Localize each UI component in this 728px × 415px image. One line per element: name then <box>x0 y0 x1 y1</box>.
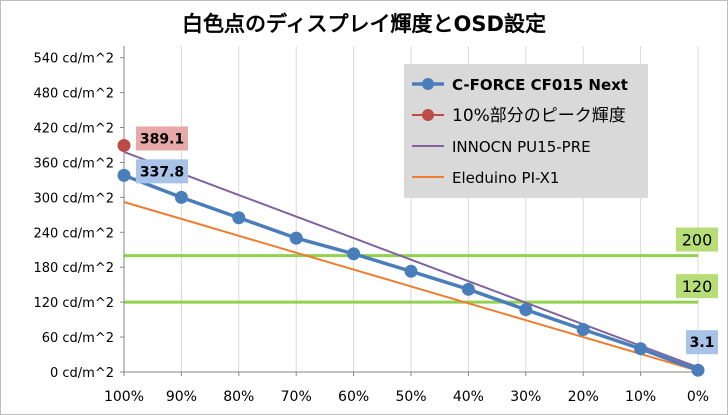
x-tick-label: 0% <box>687 389 709 405</box>
y-tick-label: 300 cd/m^2 <box>33 191 114 206</box>
series-line-2 <box>123 151 699 369</box>
x-tick-label: 70% <box>281 389 312 405</box>
data-label-box <box>136 126 188 151</box>
data-point <box>634 342 648 356</box>
y-tick-label: 420 cd/m^2 <box>33 122 114 137</box>
data-point <box>691 363 705 377</box>
data-label-box <box>136 159 188 184</box>
data-point <box>404 264 418 278</box>
y-tick-label: 540 cd/m^2 <box>33 52 114 67</box>
x-tick-label: 30% <box>510 389 541 405</box>
y-tick-label: 180 cd/m^2 <box>33 261 114 276</box>
y-tick-label: 240 cd/m^2 <box>33 226 114 241</box>
data-point <box>174 190 188 204</box>
x-tick-label: 10% <box>625 389 656 405</box>
data-label: 3.1 <box>690 335 715 351</box>
data-label-box <box>686 330 718 355</box>
x-tick-label: 60% <box>338 389 369 405</box>
data-point <box>117 168 131 182</box>
data-point <box>347 247 361 261</box>
data-point <box>289 231 303 245</box>
legend-label: Eleduino PI-X1 <box>452 169 559 187</box>
x-tick-label: 50% <box>395 389 426 405</box>
reference-label: 200 <box>682 231 713 250</box>
legend-label: C-FORCE CF015 Next <box>452 76 628 94</box>
chart-title: 白色点のディスプレイ輝度とOSD設定 <box>182 12 546 36</box>
y-tick-label: 120 cd/m^2 <box>33 296 114 311</box>
reference-label-box <box>676 274 718 299</box>
x-tick-label: 40% <box>453 389 484 405</box>
reference-label: 120 <box>682 277 713 296</box>
data-label: 337.8 <box>140 164 184 180</box>
x-tick-label: 80% <box>223 389 254 405</box>
x-tick-label: 90% <box>166 389 197 405</box>
y-tick-label: 0 cd/m^2 <box>50 366 114 381</box>
legend-swatch-marker <box>422 78 434 90</box>
data-point <box>519 303 533 317</box>
legend-box <box>404 64 648 198</box>
x-tick-label: 100% <box>104 389 144 405</box>
data-point <box>461 282 475 296</box>
y-tick-label: 60 cd/m^2 <box>42 331 114 346</box>
data-point <box>232 211 246 225</box>
data-point <box>117 138 131 152</box>
legend-label: INNOCN PU15-PRE <box>452 138 591 156</box>
legend-swatch-marker <box>422 109 434 121</box>
y-tick-label: 360 cd/m^2 <box>33 156 114 171</box>
x-tick-label: 20% <box>568 389 599 405</box>
data-label: 389.1 <box>140 131 184 147</box>
series-line-3 <box>123 201 699 372</box>
legend-label: 10%部分のピーク輝度 <box>452 106 626 126</box>
reference-label-box <box>676 227 718 252</box>
y-tick-label: 480 cd/m^2 <box>33 87 114 102</box>
data-point <box>576 323 590 337</box>
